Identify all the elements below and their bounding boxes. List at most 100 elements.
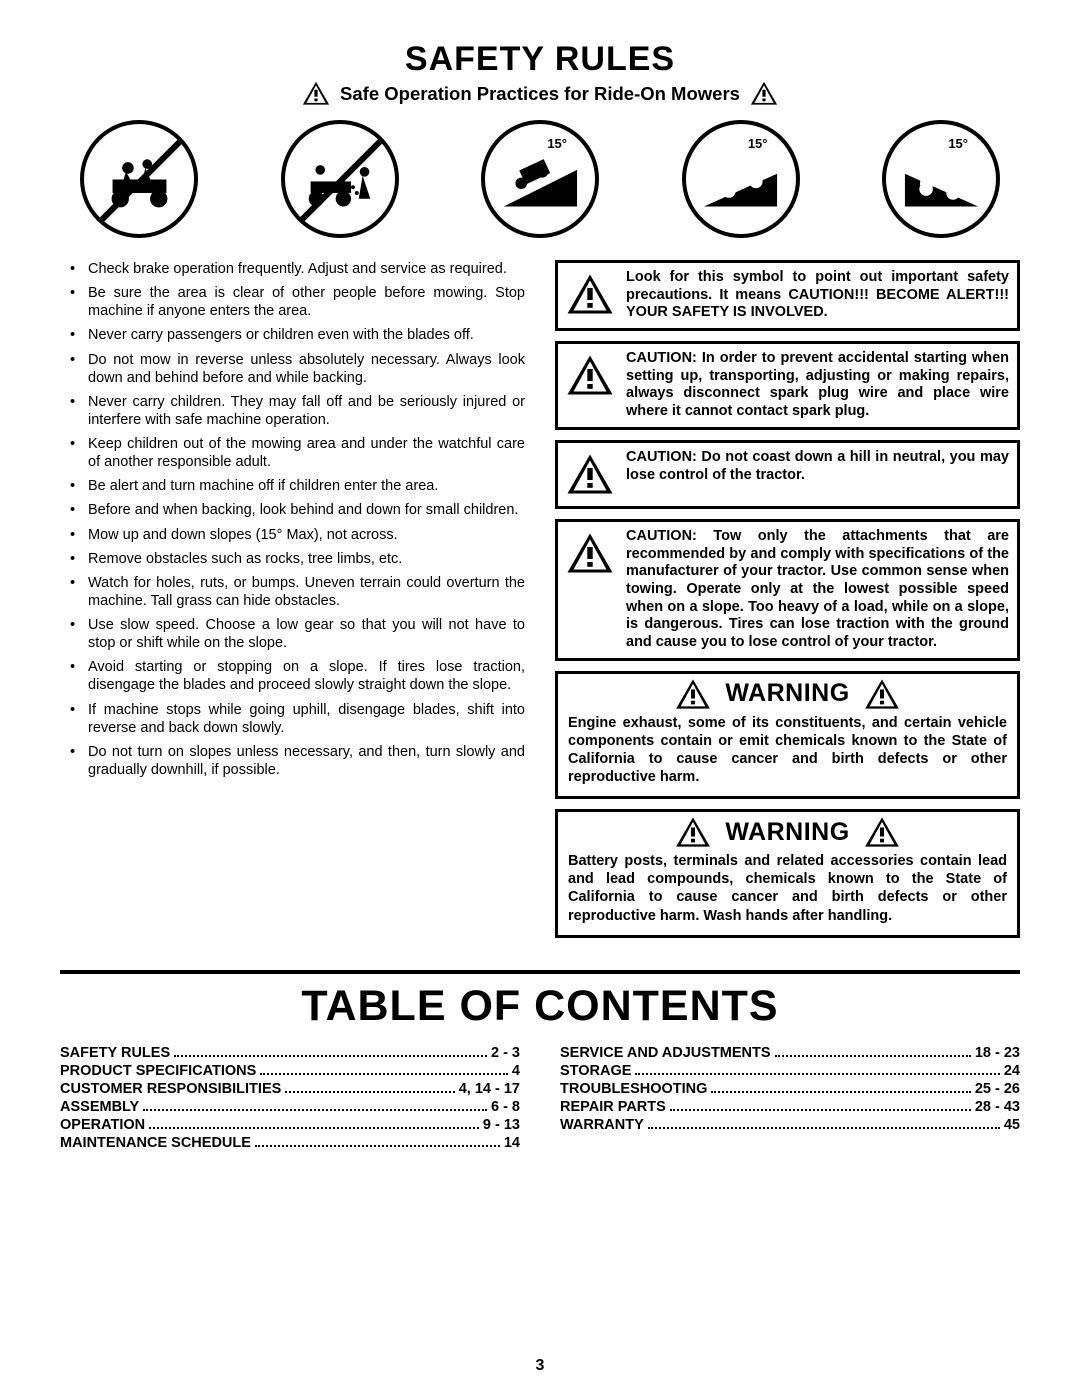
safety-bullet-list: Check brake operation frequently. Adjust… <box>60 260 525 779</box>
toc-row: WARRANTY45 <box>560 1117 1020 1133</box>
caution-text: CAUTION: In order to prevent accidental … <box>626 350 1009 421</box>
toc-label: REPAIR PARTS <box>560 1099 666 1115</box>
toc-row: REPAIR PARTS 28 - 43 <box>560 1099 1020 1115</box>
toc-dots <box>635 1073 999 1075</box>
warning-head-text: WARNING <box>725 679 849 708</box>
safety-pictogram-slope-updown: 15° <box>682 120 800 238</box>
bullet-item: Never carry passengers or children even … <box>60 326 525 344</box>
bullet-item: Never carry children. They may fall off … <box>60 393 525 429</box>
warning-body: Engine exhaust, some of its constituents… <box>568 714 1007 787</box>
toc-page: 6 - 8 <box>491 1099 520 1115</box>
warning-triangle-icon <box>566 528 614 579</box>
caution-box: CAUTION: Do not coast down a hill in neu… <box>555 440 1020 509</box>
safety-pictogram-no-bystanders <box>281 120 399 238</box>
toc-row: SERVICE AND ADJUSTMENTS 18 - 23 <box>560 1045 1020 1061</box>
warning-head-text: WARNING <box>725 818 849 847</box>
toc-label: MAINTENANCE SCHEDULE <box>60 1135 251 1151</box>
toc-page: 18 - 23 <box>975 1045 1020 1061</box>
toc-row: PRODUCT SPECIFICATIONS 4 <box>60 1063 520 1079</box>
toc-title: TABLE OF CONTENTS <box>60 982 1020 1031</box>
bullet-item: Be alert and turn machine off if childre… <box>60 477 525 495</box>
toc-page: 24 <box>1004 1063 1020 1079</box>
warning-triangle-icon <box>566 350 614 401</box>
bullet-item: Watch for holes, ruts, or bumps. Uneven … <box>60 574 525 610</box>
angle-label: 15° <box>547 136 567 151</box>
toc-dots <box>775 1055 971 1057</box>
toc-right-column: SERVICE AND ADJUSTMENTS 18 - 23 STORAGE 24… <box>560 1045 1020 1153</box>
bullet-item: Keep children out of the mowing area and… <box>60 435 525 471</box>
toc-row: MAINTENANCE SCHEDULE 14 <box>60 1135 520 1151</box>
bullet-item: Before and when backing, look behind and… <box>60 501 525 519</box>
bullet-item: Mow up and down slopes (15° Max), not ac… <box>60 526 525 544</box>
safety-pictogram-slope-across: 15° <box>882 120 1000 238</box>
toc-row: TROUBLESHOOTING 25 - 26 <box>560 1081 1020 1097</box>
warning-triangle-icon <box>675 816 711 848</box>
section-divider <box>60 970 1020 974</box>
bullet-item: Check brake operation frequently. Adjust… <box>60 260 525 278</box>
warning-triangle-icon <box>302 81 330 106</box>
subtitle-row: Safe Operation Practices for Ride-On Mow… <box>60 81 1020 106</box>
bullet-item: Remove obstacles such as rocks, tree lim… <box>60 550 525 568</box>
toc-row: CUSTOMER RESPONSIBILITIES 4, 14 - 17 <box>60 1081 520 1097</box>
warning-block: WARNING Engine exhaust, some of its cons… <box>555 671 1020 800</box>
page: SAFETY RULES Safe Operation Practices fo… <box>0 0 1080 1397</box>
toc-dots <box>648 1127 1000 1129</box>
toc-label: ASSEMBLY <box>60 1099 139 1115</box>
toc-dots <box>149 1127 479 1129</box>
toc-label: WARRANTY <box>560 1117 644 1133</box>
toc-row: ASSEMBLY 6 - 8 <box>60 1099 520 1115</box>
warning-body: Battery posts, terminals and related acc… <box>568 852 1007 925</box>
right-column: Look for this symbol to point out import… <box>555 260 1020 948</box>
toc-label: TROUBLESHOOTING <box>560 1081 707 1097</box>
bullet-item: Avoid starting or stopping on a slope. I… <box>60 658 525 694</box>
safety-pictogram-no-riders <box>80 120 198 238</box>
caution-box: CAUTION: In order to prevent accidental … <box>555 341 1020 430</box>
warning-header: WARNING <box>568 678 1007 710</box>
toc-dots <box>711 1091 970 1093</box>
toc-page: 9 - 13 <box>483 1117 520 1133</box>
toc-page: 4, 14 - 17 <box>459 1081 520 1097</box>
bullet-item: Use slow speed. Choose a low gear so tha… <box>60 616 525 652</box>
toc-dots <box>174 1055 487 1057</box>
caution-text: CAUTION: Tow only the attachments that a… <box>626 528 1009 652</box>
toc-dots <box>670 1109 971 1111</box>
warning-triangle-icon <box>566 449 614 500</box>
page-title: SAFETY RULES <box>60 40 1020 79</box>
toc-label: SERVICE AND ADJUSTMENTS <box>560 1045 771 1061</box>
toc-row: STORAGE 24 <box>560 1063 1020 1079</box>
safety-icon-row: 15° 15° 15° <box>80 120 1000 238</box>
toc-columns: SAFETY RULES 2 - 3 PRODUCT SPECIFICATIONS… <box>60 1045 1020 1153</box>
bullet-item: Do not mow in reverse unless absolutely … <box>60 351 525 387</box>
toc-page: 2 - 3 <box>491 1045 520 1061</box>
angle-label: 15° <box>948 136 968 151</box>
toc-label: PRODUCT SPECIFICATIONS <box>60 1063 256 1079</box>
toc-page: 25 - 26 <box>975 1081 1020 1097</box>
toc-dots <box>285 1091 454 1093</box>
toc-label: CUSTOMER RESPONSIBILITIES <box>60 1081 281 1097</box>
caution-box: Look for this symbol to point out import… <box>555 260 1020 331</box>
toc-label: SAFETY RULES <box>60 1045 170 1061</box>
subtitle-text: Safe Operation Practices for Ride-On Mow… <box>340 83 740 105</box>
warning-triangle-icon <box>864 816 900 848</box>
toc-page: 28 - 43 <box>975 1099 1020 1115</box>
toc-dots <box>255 1145 500 1147</box>
safety-pictogram-slope-tip: 15° <box>481 120 599 238</box>
caution-text: CAUTION: Do not coast down a hill in neu… <box>626 449 1009 484</box>
toc-row: OPERATION9 - 13 <box>60 1117 520 1133</box>
caution-box: CAUTION: Tow only the attachments that a… <box>555 519 1020 661</box>
content-columns: Check brake operation frequently. Adjust… <box>60 260 1020 948</box>
warning-triangle-icon <box>566 269 614 320</box>
warning-triangle-icon <box>750 81 778 106</box>
toc-label: STORAGE <box>560 1063 631 1079</box>
toc-dots <box>260 1073 508 1075</box>
toc-page: 4 <box>512 1063 520 1079</box>
bullet-item: Be sure the area is clear of other peopl… <box>60 284 525 320</box>
toc-page: 14 <box>504 1135 520 1151</box>
page-number: 3 <box>0 1357 1080 1375</box>
angle-label: 15° <box>748 136 768 151</box>
bullet-item: If machine stops while going uphill, dis… <box>60 701 525 737</box>
left-column: Check brake operation frequently. Adjust… <box>60 260 525 948</box>
bullet-item: Do not turn on slopes unless necessary, … <box>60 743 525 779</box>
warning-block: WARNING Battery posts, terminals and rel… <box>555 809 1020 938</box>
toc-left-column: SAFETY RULES 2 - 3 PRODUCT SPECIFICATIONS… <box>60 1045 520 1153</box>
